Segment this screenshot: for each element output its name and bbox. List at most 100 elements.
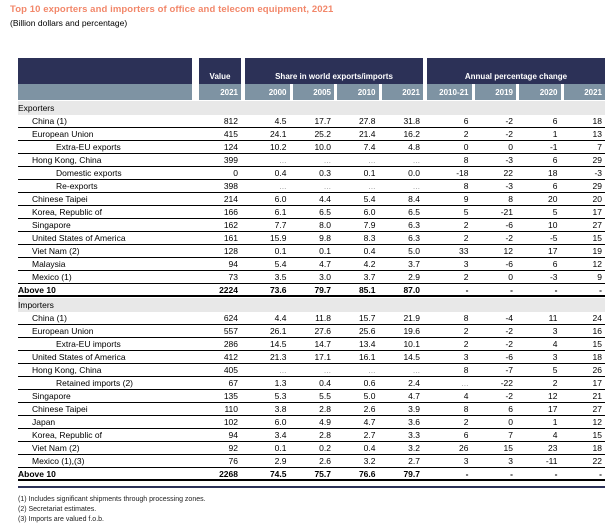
cell-value: 7 <box>508 430 513 440</box>
cell-value: 24 <box>592 313 602 323</box>
cell-value: 27 <box>592 404 602 414</box>
cell-value: 8 <box>463 181 469 191</box>
cell-value: 2 <box>463 272 469 282</box>
cell-value: 14.5 <box>403 352 420 362</box>
cell-value: 8 <box>463 404 469 414</box>
cell-value: 812 <box>223 116 238 126</box>
cell-value: 15 <box>592 339 602 349</box>
table-row: Chinese Taipei 214 6.0 4.4 5.4 8.4 9 8 20 20 <box>18 193 605 206</box>
header-annual-block: Annual percentage change <box>427 58 605 84</box>
cell-value: 3.7 <box>408 259 420 269</box>
cell-value: 415 <box>223 129 238 139</box>
row-label: Korea, Republic of <box>32 207 102 217</box>
table-row: Re-exports 398............ 8 -3 6 29 <box>18 180 605 193</box>
cell-value: 79.7 <box>314 284 331 295</box>
cell-value: 0 <box>508 272 513 282</box>
footnotes: (1) Includes significant shipments throu… <box>18 493 605 523</box>
cell-value: 6.0 <box>274 194 287 204</box>
cell-value: 6.0 <box>274 417 287 427</box>
cell-value: 5 <box>463 207 469 217</box>
cell-value: 0.4 <box>274 168 287 178</box>
cell-value: 0 <box>463 142 469 152</box>
row-label: Hong Kong, China <box>32 155 102 165</box>
cell-value: -6 <box>505 259 513 269</box>
cell-value: 102 <box>223 417 238 427</box>
cell-value: 33 <box>459 246 469 256</box>
cell-value: ... <box>323 365 331 375</box>
cell-value: 11.8 <box>315 313 331 323</box>
cell-value: 405 <box>223 365 238 375</box>
cell-value: 25.6 <box>358 326 376 336</box>
cell-value: 2.9 <box>274 456 287 466</box>
total-label: Above 10 <box>18 468 56 479</box>
table-row: Mexico (1) 73 3.5 3.0 3.7 2.9 2 0 -3 9 <box>18 271 605 284</box>
cell-value: 5.0 <box>363 391 376 401</box>
cell-value: 73 <box>228 272 238 282</box>
cell-value: 1 <box>552 417 558 427</box>
cell-value: -3 <box>505 181 513 191</box>
row-label: China (1) <box>32 313 67 323</box>
table-row: Korea, Republic of 166 6.1 6.5 6.0 6.5 5 -21 5 17 <box>18 206 605 219</box>
cell-value: 124 <box>223 142 238 152</box>
cell-value: - <box>554 468 558 479</box>
cell-value: 16.2 <box>403 129 420 139</box>
cell-value: 4.8 <box>408 142 420 152</box>
header-share-block: Share in world exports/imports <box>245 58 423 84</box>
cell-value: 10.0 <box>314 142 331 152</box>
cell-value: 3.4 <box>274 430 287 440</box>
cell-value: 2 <box>463 326 469 336</box>
cell-value: 29 <box>592 181 602 191</box>
year-share-2021: 2021 <box>378 84 423 100</box>
total-row: Above 10 2268 74.5 75.7 76.6 79.7 - - - - <box>18 468 605 481</box>
cell-value: 29 <box>592 155 602 165</box>
row-label: Retained imports (2) <box>56 378 134 388</box>
cell-value: - <box>554 284 558 295</box>
cell-value: 6 <box>552 259 558 269</box>
cell-value: 15.9 <box>269 233 287 243</box>
table-row: Mexico (1),(3) 76 2.9 2.6 3.2 2.7 3 3 -11 22 <box>18 455 605 468</box>
cell-value: 8.0 <box>319 220 331 230</box>
cell-value: 5 <box>552 207 558 217</box>
table-row: China (1) 812 4.5 17.7 27.8 31.8 6 -2 6 18 <box>18 115 605 128</box>
table-row: Extra-EU imports 286 14.5 14.7 13.4 10.1 2 -2 4 1… <box>18 338 605 351</box>
row-label: Korea, Republic of <box>32 430 102 440</box>
cell-value: -7 <box>505 365 513 375</box>
cell-value: 110 <box>224 404 238 414</box>
cell-value: 6 <box>463 116 469 126</box>
section-band-importers: Importers <box>18 298 605 312</box>
table-header-years: 2021 2000 2005 2010 2021 2010-21 2019 2020 2021 <box>18 84 605 100</box>
cell-value: 7.7 <box>274 220 287 230</box>
table-row: European Union 415 24.1 25.2 21.4 16.2 2 -2 1 13 <box>18 128 605 141</box>
cell-value: 14.7 <box>314 339 331 349</box>
cell-value: 286 <box>223 339 238 349</box>
cell-value: 26 <box>592 365 602 375</box>
cell-value: 2.8 <box>319 430 331 440</box>
cell-value: 5.4 <box>274 259 287 269</box>
table-row: Chinese Taipei 110 3.8 2.8 2.6 3.9 8 6 17 27 <box>18 403 605 416</box>
table-row: Domestic exports 0 0.4 0.3 0.1 0.0 -18 22 18 -3 <box>18 167 605 180</box>
cell-value: 21 <box>592 391 602 401</box>
cell-value: -5 <box>549 233 558 243</box>
cell-value: -2 <box>505 116 513 126</box>
cell-value: 10.1 <box>403 339 420 349</box>
year-annual-2010-21: 2010-21 <box>427 84 472 100</box>
cell-value: 8.3 <box>363 233 376 243</box>
cell-value: 92 <box>228 443 238 453</box>
cell-value: 17.7 <box>314 116 331 126</box>
cell-value: 73.6 <box>269 284 287 295</box>
cell-value: 128 <box>223 246 238 256</box>
cell-value: 6.5 <box>319 207 331 217</box>
cell-value: 15 <box>592 430 602 440</box>
cell-value: 5.4 <box>363 194 376 204</box>
cell-value: 12 <box>592 259 602 269</box>
cell-value: 398 <box>223 181 238 191</box>
cell-value: 12 <box>548 391 558 401</box>
row-label: Viet Nam (2) <box>32 443 80 453</box>
cell-value: 0.1 <box>363 168 376 178</box>
cell-value: 6 <box>508 404 513 414</box>
footnote-2: (2) Secretariat estimates. <box>18 506 97 513</box>
row-label: Extra-EU exports <box>56 142 121 152</box>
row-label: Japan <box>32 417 56 427</box>
cell-value: 20 <box>548 194 558 204</box>
